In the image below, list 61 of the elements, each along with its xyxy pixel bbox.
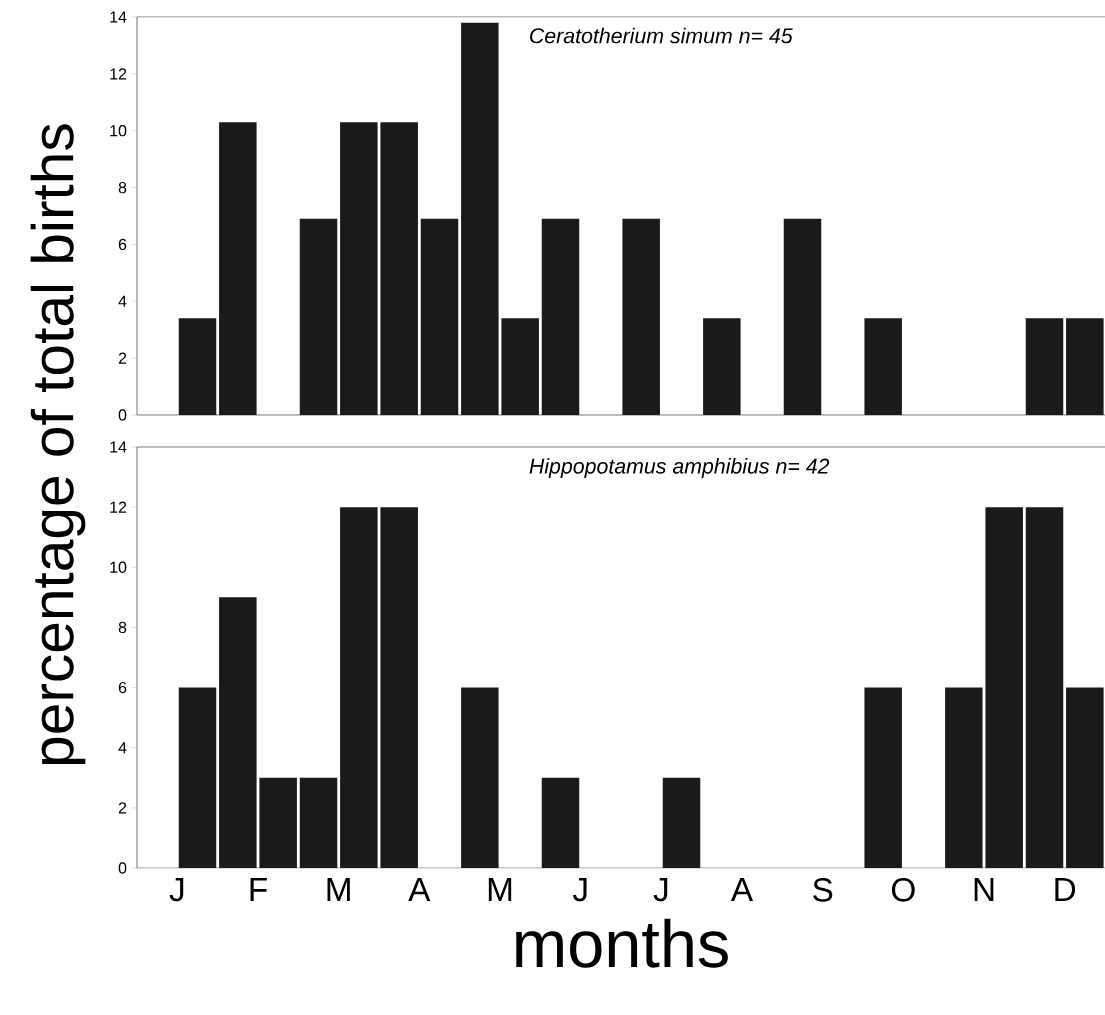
x-tick-label: M: [488, 878, 512, 901]
bar: [259, 777, 297, 868]
x-tick-label: O: [891, 878, 915, 902]
bar: [461, 687, 499, 868]
bar: [1025, 318, 1064, 415]
bar: [622, 218, 660, 415]
y-tick-label: 14: [110, 11, 127, 23]
chart-title: Hippopotamus amphibius n= 42: [529, 458, 830, 478]
x-tick-label: J: [572, 878, 587, 902]
x-tick-label: D: [1055, 878, 1076, 901]
chart-title: Ceratotherium simum n= 45: [530, 27, 793, 44]
bar: [380, 122, 418, 415]
y-tick-label: 4: [118, 742, 127, 754]
bar: [541, 777, 580, 868]
y-axis-title: percentage of total births: [30, 124, 86, 765]
bar: [783, 218, 822, 415]
bar: [945, 687, 983, 868]
bar: [420, 218, 459, 415]
y-tick-label: 0: [118, 862, 127, 874]
bar: [461, 22, 499, 415]
x-tick-label: J: [169, 878, 184, 902]
x-tick-label: N: [974, 878, 994, 901]
y-tick-label: 6: [118, 238, 127, 251]
bar: [662, 777, 701, 868]
y-tick-label: 2: [118, 802, 127, 814]
bar: [178, 318, 217, 415]
bar: [1066, 318, 1104, 415]
bar: [541, 218, 580, 415]
bar: [340, 122, 378, 415]
x-tick-label: A: [730, 878, 754, 901]
bar: [1066, 687, 1104, 868]
x-tick-label: F: [250, 878, 267, 901]
y-tick-label: 12: [110, 68, 127, 80]
bar: [380, 507, 418, 868]
x-tick-label: J: [653, 878, 668, 902]
x-tick-label: A: [408, 878, 431, 901]
bar: [178, 687, 217, 868]
bar: [1025, 507, 1064, 868]
bar: [703, 318, 741, 415]
y-tick-label: 14: [110, 441, 127, 453]
y-tick-label: 10: [110, 561, 127, 573]
bar: [985, 507, 1023, 868]
y-tick-label: 10: [110, 125, 127, 137]
bar: [340, 507, 378, 868]
y-tick-label: 2: [118, 352, 127, 364]
x-axis-title: months: [516, 918, 728, 968]
x-tick-label: M: [327, 878, 350, 901]
y-tick-label: 8: [118, 621, 127, 634]
bar: [299, 218, 338, 415]
y-tick-label: 6: [118, 681, 127, 694]
bar: [864, 687, 902, 868]
bar: [299, 777, 338, 868]
bar: [219, 122, 257, 415]
y-tick-label: 12: [110, 501, 127, 513]
bar: [219, 597, 257, 868]
y-tick-label: 4: [118, 295, 127, 307]
x-tick-label: S: [813, 878, 833, 902]
y-tick-label: 0: [118, 409, 127, 421]
bar: [864, 318, 902, 415]
bar: [501, 318, 539, 415]
y-tick-label: 8: [118, 181, 127, 194]
